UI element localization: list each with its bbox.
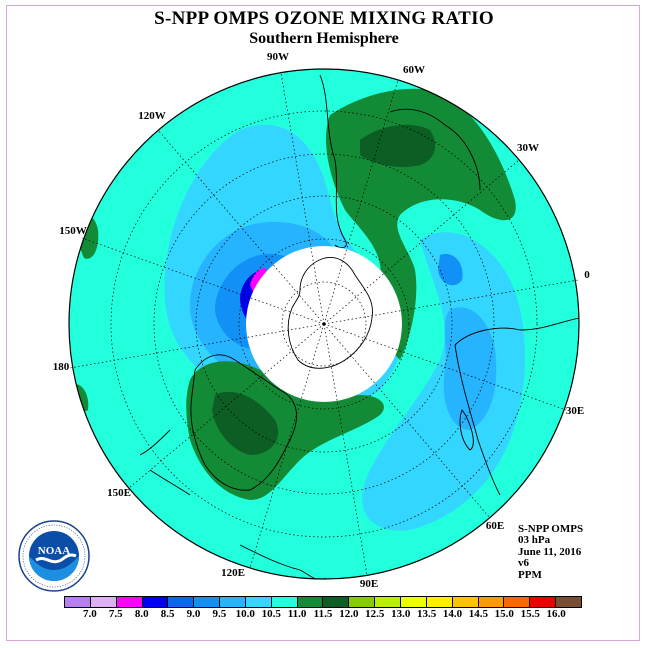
map-boundary bbox=[68, 68, 580, 580]
colorbar-segment bbox=[530, 597, 557, 607]
colorbar-tick-label: 13.5 bbox=[416, 608, 437, 620]
colorbar-segment bbox=[504, 597, 531, 607]
colorbar-tick-label: 15.5 bbox=[520, 608, 540, 620]
lon-label-90e: 90E bbox=[360, 578, 378, 590]
lon-label-180: 180 bbox=[53, 361, 70, 373]
south-pole-marker bbox=[322, 322, 326, 326]
info-version: v6 bbox=[518, 557, 529, 570]
colorbar-segment bbox=[65, 597, 91, 607]
colorbar-segment bbox=[556, 597, 581, 607]
info-units: PPM bbox=[518, 568, 542, 581]
colorbar-tick-label: 12.0 bbox=[339, 608, 359, 620]
figure-frame bbox=[6, 5, 640, 641]
noaa-logo-icon: NOAA bbox=[18, 520, 90, 592]
lon-label-0: 0 bbox=[584, 269, 590, 281]
colorbar-segment bbox=[375, 597, 401, 607]
colorbar-segment bbox=[271, 597, 298, 607]
map-title: S-NPP OMPS OZONE MIXING RATIO bbox=[154, 8, 494, 29]
lon-label-60e: 60E bbox=[486, 520, 504, 532]
colorbar-segment bbox=[194, 597, 221, 607]
lon-label-30w: 30W bbox=[517, 142, 539, 154]
colorbar-segment bbox=[245, 597, 272, 607]
colorbar-tick-label: 8.5 bbox=[160, 608, 175, 620]
colorbar-segment bbox=[478, 597, 505, 607]
colorbar-tick-label: 7.0 bbox=[83, 608, 97, 620]
colorbar-segment bbox=[220, 597, 246, 607]
lon-label-120w: 120W bbox=[138, 110, 166, 122]
logo-text: NOAA bbox=[38, 545, 70, 557]
colorbar-segment bbox=[116, 597, 143, 607]
colorbar-segment bbox=[349, 597, 376, 607]
colorbar-tick-label: 13.0 bbox=[391, 608, 411, 620]
colorbar-segment bbox=[323, 597, 350, 607]
colorbar-segment bbox=[297, 597, 324, 607]
colorbar-segment bbox=[142, 597, 169, 607]
info-instrument: S-NPP OMPS bbox=[518, 523, 584, 535]
meridians bbox=[69, 72, 579, 576]
lon-label-30e: 30E bbox=[566, 405, 584, 417]
latitude-circles bbox=[110, 110, 538, 538]
info-pressure-level: 03 hPa bbox=[518, 534, 551, 547]
colorbar-tick-label: 11.5 bbox=[313, 608, 333, 620]
colorbar-tick-label: 14.0 bbox=[442, 608, 463, 620]
colorbar-tick-label: 9.5 bbox=[212, 608, 227, 620]
colorbar-segment bbox=[426, 597, 453, 607]
lon-label-60w: 60W bbox=[403, 64, 425, 76]
colorbar-ticks: 7.0 7.5 8.0 8.5 9.0 9.5 10.0 10.5 11.0 11.5 12.0 12… bbox=[64, 608, 582, 622]
colorbar-tick-label: 15.0 bbox=[494, 608, 514, 620]
info-block: S-NPP OMPS 03 hPa June 11, 2016 v6 PPM bbox=[518, 523, 584, 581]
lon-label-90w: 90W bbox=[267, 51, 289, 63]
lon-label-150e: 150E bbox=[107, 487, 131, 499]
lon-label-120e: 120E bbox=[221, 567, 245, 579]
colorbar-tick-label: 11.0 bbox=[287, 608, 307, 620]
colorbar-tick-label: 7.5 bbox=[108, 608, 123, 620]
colorbar-tick-label: 10.0 bbox=[235, 608, 255, 620]
colorbar-segment bbox=[90, 597, 117, 607]
colorbar-tick-label: 12.5 bbox=[365, 608, 385, 620]
colorbar-tick-label: 9.0 bbox=[186, 608, 201, 620]
colorbar bbox=[64, 596, 582, 608]
lon-label-150w: 150W bbox=[59, 225, 87, 237]
info-date: June 11, 2016 bbox=[518, 545, 582, 558]
colorbar-segment bbox=[168, 597, 195, 607]
colorbar-segment bbox=[400, 597, 427, 607]
longitude-labels: 90W 60W 120W 30W 150W 0 180 30E 150E 60E… bbox=[53, 51, 591, 590]
colorbar-tick-label: 8.0 bbox=[134, 608, 149, 620]
colorbar-tick-label: 14.5 bbox=[468, 608, 489, 620]
colorbar-tick-label: 10.5 bbox=[261, 608, 281, 620]
colorbar-segment bbox=[452, 597, 479, 607]
map-subtitle: Southern Hemisphere bbox=[249, 30, 399, 47]
colorbar-tick-label: 16.0 bbox=[546, 608, 566, 620]
antarctica-outline bbox=[287, 257, 373, 369]
